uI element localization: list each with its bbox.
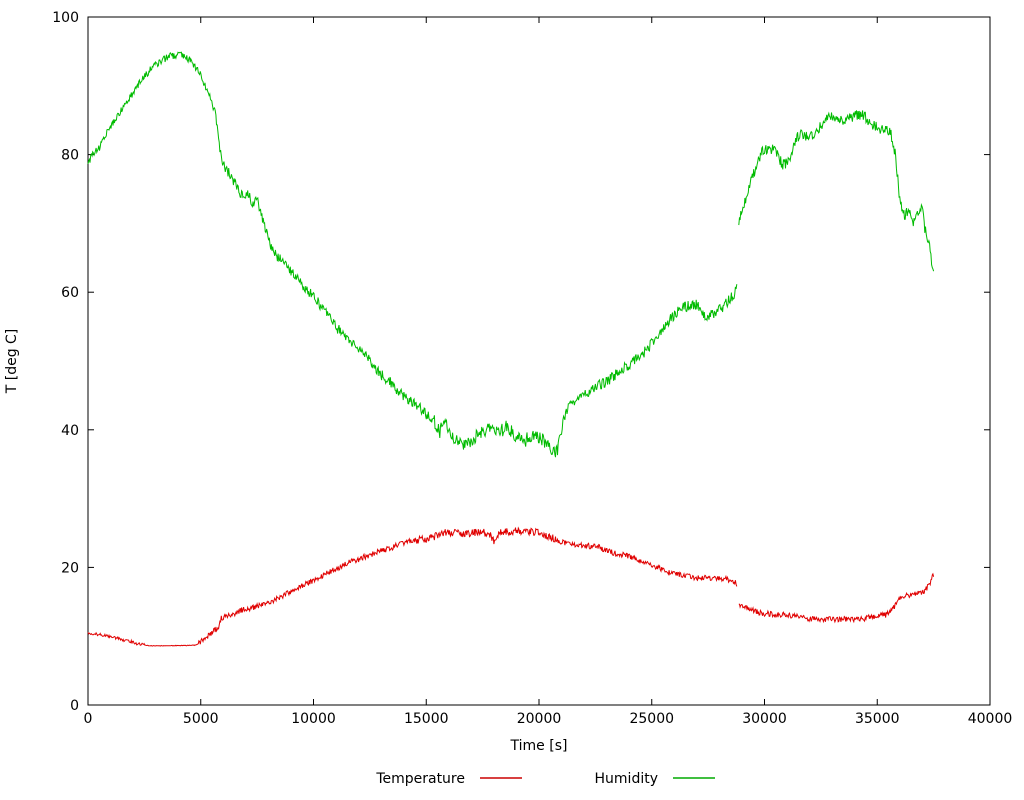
legend-label-temperature: Temperature [375,771,465,787]
temperature-line [738,572,935,624]
x-tick-label: 15000 [404,711,449,727]
legend-label-humidity: Humidity [595,771,658,787]
plot-border [87,16,991,706]
humidity-line [87,51,738,458]
temperature-line [87,526,738,647]
y-tick-label: 0 [70,698,79,714]
y-tick-label: 40 [61,423,79,439]
humidity-line [738,110,935,272]
y-tick-label: 100 [52,10,79,26]
x-axis-title: Time [s] [510,738,568,754]
y-axis-title: T [deg C] [4,329,20,395]
legend: Temperature Humidity [375,771,715,787]
x-tick-label: 10000 [291,711,336,727]
x-tick-label: 0 [84,711,93,727]
y-tick-label: 20 [61,560,79,576]
x-tick-label: 30000 [742,711,787,727]
plot-dynamic: 0 5000 10000 15000 20000 25000 30000 35000 40000… [52,10,1012,727]
x-tick-label: 5000 [183,711,219,727]
x-tick-label: 20000 [517,711,562,727]
y-tick-label: 60 [61,285,79,301]
x-tick-label: 35000 [855,711,900,727]
x-tick-label: 25000 [629,711,674,727]
x-tick-label: 40000 [968,711,1013,727]
y-tick-label: 80 [61,148,79,164]
